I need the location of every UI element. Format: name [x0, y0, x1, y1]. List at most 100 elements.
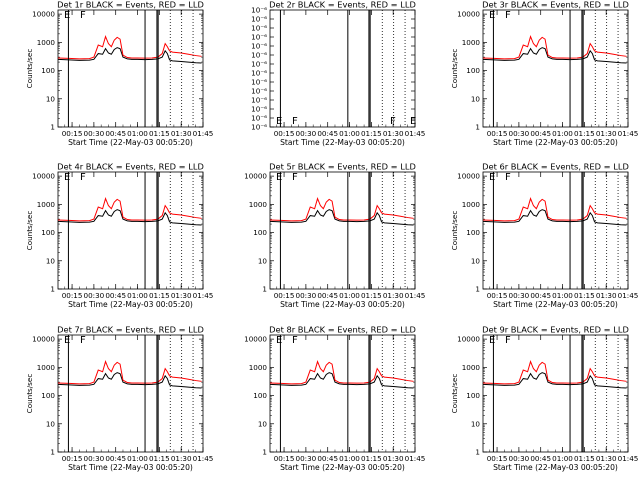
- x-tick-label: 00:15: [62, 291, 83, 300]
- x-tick-label: 01:45: [193, 129, 214, 138]
- y-tick-label: 10000: [32, 172, 55, 181]
- series-line: [58, 209, 202, 226]
- x-tick-label: 00:45: [530, 291, 551, 300]
- series-line: [58, 197, 202, 222]
- x-tick-label: 01:00: [127, 291, 148, 300]
- y-tick-label: 10⁻⁶: [251, 6, 267, 15]
- x-tick-label: 01:15: [574, 454, 595, 463]
- x-axis-label: Start Time (22-May-03 00:05:20): [68, 138, 193, 147]
- y-tick-label: 1000: [462, 363, 481, 372]
- x-tick-label: 00:45: [317, 129, 338, 138]
- x-tick-label: 01:00: [552, 291, 573, 300]
- y-tick-label: 10⁻⁶: [251, 69, 267, 78]
- x-tick-label: 00:45: [530, 454, 551, 463]
- x-tick-label: 01:30: [596, 454, 617, 463]
- x-tick-label: 01:45: [405, 129, 426, 138]
- detector-panel: Det 3r BLACK = Events, RED = LLD 1 10 100 10…: [450, 0, 638, 147]
- x-tick-label: 01:45: [618, 291, 639, 300]
- y-tick-label: 10⁻⁶: [251, 33, 267, 42]
- y-tick-label: 10⁻⁶: [251, 60, 267, 69]
- y-tick-label: 10: [471, 256, 481, 265]
- flag-label: E: [489, 10, 495, 21]
- x-axis-label: Start Time (22-May-03 00:05:20): [493, 463, 618, 472]
- y-axis-label: Counts/sec: [450, 49, 459, 89]
- x-tick-label: 00:45: [317, 454, 338, 463]
- x-tick-label: 01:45: [405, 291, 426, 300]
- panel-title: Det 7r BLACK = Events, RED = LLD: [57, 325, 204, 335]
- x-tick-label: 00:30: [509, 291, 530, 300]
- series-line: [270, 372, 414, 389]
- flag-label: F: [390, 116, 396, 127]
- detector-panel: Det 8r BLACK = Events, RED = LLD 1 10 100 10…: [244, 325, 425, 473]
- y-tick-label: 100: [466, 66, 480, 75]
- x-tick-label: 01:45: [193, 291, 214, 300]
- x-tick-label: 01:45: [618, 129, 639, 138]
- x-tick-label: 00:45: [105, 291, 126, 300]
- x-axis-label: Start Time (22-May-03 00:05:20): [493, 138, 618, 147]
- flag-label: E: [64, 10, 70, 21]
- y-tick-label: 1: [262, 448, 267, 457]
- y-tick-label: 1: [50, 448, 55, 457]
- y-axis-label: Counts/sec: [25, 49, 34, 89]
- x-tick-label: 00:15: [487, 129, 508, 138]
- x-tick-label: 01:00: [339, 291, 360, 300]
- flag-label: E: [276, 335, 282, 346]
- y-tick-label: 10⁻⁶: [251, 15, 267, 24]
- plot-frame: [269, 9, 416, 128]
- plot-area: [58, 172, 202, 289]
- flag-label: F: [80, 172, 86, 183]
- x-tick-label: 00:45: [317, 291, 338, 300]
- flag-label: E: [489, 172, 495, 183]
- x-tick-label: 00:15: [274, 454, 295, 463]
- y-axis-label: Counts/sec: [450, 211, 459, 251]
- x-tick-label: 01:00: [552, 454, 573, 463]
- y-tick-label: 10: [46, 419, 56, 428]
- flag-label: F: [80, 10, 86, 21]
- panel-title: Det 1r BLACK = Events, RED = LLD: [57, 0, 204, 10]
- panel-title: Det 6r BLACK = Events, RED = LLD: [482, 162, 629, 172]
- x-tick-label: 01:15: [574, 291, 595, 300]
- x-tick-label: 01:30: [171, 291, 192, 300]
- y-axis-label: Counts/sec: [25, 211, 34, 251]
- plot-frame: [269, 334, 416, 453]
- y-tick-label: 100: [41, 66, 55, 75]
- x-tick-label: 00:15: [487, 454, 508, 463]
- y-tick-label: 10: [258, 419, 268, 428]
- plot-frame: [57, 171, 204, 290]
- y-tick-label: 100: [41, 391, 55, 400]
- plot-frame: [269, 171, 416, 290]
- x-tick-label: 00:45: [105, 129, 126, 138]
- detector-panel: Det 7r BLACK = Events, RED = LLD 1 10 100 10…: [25, 325, 213, 473]
- plot-frame: [482, 334, 629, 453]
- y-tick-label: 1000: [249, 363, 268, 372]
- y-tick-label: 1: [50, 123, 55, 132]
- panel-title: Det 5r BLACK = Events, RED = LLD: [269, 162, 416, 172]
- y-tick-label: 10⁻⁶: [251, 42, 267, 51]
- y-tick-label: 100: [466, 391, 480, 400]
- plot-area: [270, 172, 414, 289]
- y-axis-label: Counts/sec: [25, 374, 34, 414]
- y-tick-label: 1: [475, 285, 480, 294]
- x-tick-label: 00:30: [296, 291, 317, 300]
- x-tick-label: 01:15: [361, 291, 382, 300]
- y-tick-label: 10000: [457, 335, 480, 344]
- x-tick-label: 01:15: [361, 454, 382, 463]
- plot-area: [58, 335, 202, 452]
- flag-label: E: [410, 116, 416, 127]
- x-tick-label: 00:30: [509, 129, 530, 138]
- y-tick-label: 100: [466, 228, 480, 237]
- x-axis-label: Start Time (22-May-03 00:05:20): [493, 300, 618, 309]
- x-tick-label: 01:45: [618, 454, 639, 463]
- y-tick-label: 10000: [32, 335, 55, 344]
- y-tick-label: 100: [253, 391, 267, 400]
- plot-area: [483, 335, 627, 452]
- y-tick-label: 10: [471, 94, 481, 103]
- plot-area: [483, 10, 627, 127]
- x-tick-label: 00:45: [105, 454, 126, 463]
- y-tick-label: 10000: [32, 10, 55, 19]
- flag-label: F: [505, 335, 511, 346]
- y-tick-label: 1: [50, 285, 55, 294]
- x-tick-label: 01:30: [383, 291, 404, 300]
- x-tick-label: 01:30: [596, 129, 617, 138]
